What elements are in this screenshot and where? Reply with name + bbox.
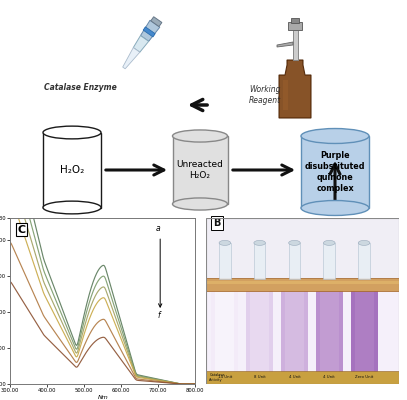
Ellipse shape [301,128,369,144]
Ellipse shape [43,126,101,139]
Polygon shape [277,42,293,47]
Text: a: a [156,224,161,233]
Bar [316,289,343,381]
Bar [374,289,378,381]
Bar [206,371,399,384]
Text: Unreacted
H₂O₂: Unreacted H₂O₂ [177,160,223,180]
Text: C: C [17,225,25,235]
Bar [173,136,228,204]
Ellipse shape [43,201,101,214]
Bar [269,289,273,381]
Text: H₂O₂: H₂O₂ [60,165,84,175]
Bar [206,278,399,291]
Ellipse shape [254,240,265,245]
Polygon shape [151,17,162,26]
Text: Working
Reagent: Working Reagent [249,85,281,105]
Text: Zero Unit: Zero Unit [355,375,373,379]
Ellipse shape [289,240,300,245]
Bar [246,289,273,381]
Text: Catalase Enzyme: Catalase Enzyme [44,82,116,92]
Bar [246,289,250,381]
Ellipse shape [219,240,231,245]
Text: 8 Unit: 8 Unit [254,375,265,379]
Ellipse shape [173,130,228,142]
Polygon shape [123,48,140,69]
Bar [293,25,298,60]
Text: 14 Unit: 14 Unit [218,375,232,379]
Text: 4 Unit: 4 Unit [324,375,335,379]
Bar [211,289,215,381]
Ellipse shape [324,240,335,245]
Polygon shape [279,60,311,118]
Polygon shape [133,36,149,52]
Text: Catalase
Activity: Catalase Activity [209,373,225,382]
Bar [304,289,308,381]
Bar [281,289,285,381]
Bar [288,22,302,30]
Bar [283,80,288,110]
Bar [43,132,101,208]
Bar [316,289,320,381]
Bar [350,289,354,381]
Bar [206,288,399,384]
Bar [291,18,299,23]
Text: f: f [157,310,160,320]
Bar [339,289,343,381]
Polygon shape [143,27,155,37]
Polygon shape [140,20,160,41]
Ellipse shape [301,200,369,216]
Text: 4 Unit: 4 Unit [289,375,300,379]
Bar [211,289,239,381]
Text: B: B [213,218,221,228]
Bar [350,289,378,381]
Bar [281,289,308,381]
X-axis label: Nm: Nm [97,394,108,400]
Bar [206,218,399,288]
Bar [254,243,265,280]
Ellipse shape [173,198,228,210]
Bar [358,243,370,280]
Bar [301,136,369,208]
Ellipse shape [358,240,370,245]
Bar [234,289,239,381]
Bar [324,243,335,280]
Text: Purple
disubstituted
quinone
complex: Purple disubstituted quinone complex [305,151,365,193]
Bar [289,243,300,280]
Bar [206,281,399,284]
Bar [219,243,231,280]
